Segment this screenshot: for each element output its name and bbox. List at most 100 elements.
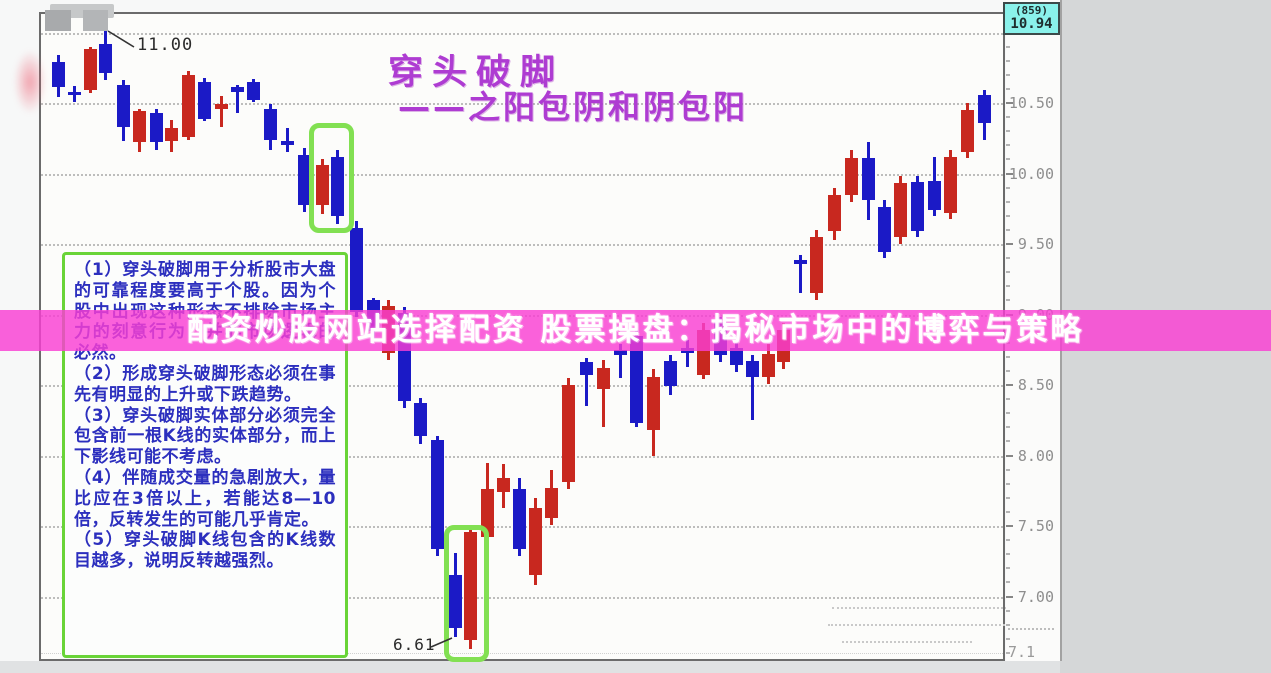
axis-tick [1006,271,1010,273]
candle-body [281,141,294,145]
gridline [41,103,1003,105]
candle-body [117,85,130,127]
candle-body [481,489,494,537]
axis-label: 8.50 [1017,376,1054,394]
candle-body [182,75,195,137]
axis-tick [1006,215,1010,217]
axis-tick [1006,638,1010,640]
candle-body [894,183,907,237]
axis-tick [1006,201,1010,203]
axis-tick [1006,525,1013,527]
candle-body [878,207,891,252]
candle-body [862,158,875,200]
axis-tick [1006,497,1010,499]
candle-wick [686,340,689,367]
candle-body [298,155,311,205]
axis-tick [1006,455,1013,457]
chart-title-line1: 穿头破脚 [388,53,565,93]
axis-label: 10.00 [1008,165,1054,183]
axis-tick [1006,624,1010,626]
candle-body [231,87,244,92]
candle-body [431,440,444,549]
axis-tick [1006,130,1010,132]
axis-faint-dots [1008,628,1054,630]
candle-wick [236,85,239,113]
axis-tick [1006,144,1010,146]
candle-body [449,575,462,628]
axis-tick [1006,173,1013,175]
note-item-5: （5）穿头破脚K线包含的K线数目越多，说明反转越强烈。 [74,530,336,572]
axis-tick [1006,243,1013,245]
axis-tick [1006,116,1010,118]
gridline-low [41,653,1003,654]
high-price-callout: 11.00 [137,35,194,55]
candle-body [828,195,841,231]
axis-tick [1006,102,1013,104]
candle-body [331,157,344,216]
candle-wick [619,344,622,378]
faint-watermark-dots [842,641,972,643]
candle-body [464,532,477,640]
last-price-value: 10.94 [1010,16,1053,32]
axis-tick [1006,46,1010,48]
axis-label: 9.50 [1017,235,1054,253]
candle-body [562,385,575,482]
axis-tick [1006,539,1010,541]
axis-tick [1006,299,1010,301]
low-price-callout: 6.61 [393,635,436,654]
axis-tick [1006,440,1010,442]
candle-body [928,181,941,210]
axis-tick [1006,610,1010,612]
axis-tick [1006,370,1010,372]
axis-tick [1006,285,1010,287]
axis-tick [1006,426,1010,428]
gridline [41,174,1003,176]
candle-body [529,508,542,575]
axis-tick [1006,469,1010,471]
axis-label: 10.50 [1008,94,1054,112]
last-price-quote-box: (859) 10.94 [1003,2,1060,35]
candle-wick [602,360,605,427]
axis-tick [1006,187,1010,189]
candle-wick [286,128,289,152]
candle-body [664,361,677,386]
bottom-gray-margin [0,661,1060,673]
axis-tick [1006,511,1010,513]
candle-body [746,361,759,377]
candle-body [730,348,743,365]
candle-body [580,362,593,375]
gridline [41,456,1003,458]
axis-tick [1006,652,1010,654]
candle-body [52,62,65,87]
gridline [41,597,1003,599]
candle-wick [220,96,223,127]
axis-tick [1006,581,1010,583]
candle-body [99,44,112,73]
logo-watermark-block-left [45,10,71,31]
axis-tick [1006,158,1010,160]
axis-label: 8.00 [1017,447,1054,465]
logo-watermark-block-right [83,10,108,31]
gridline [41,244,1003,246]
pink-smudge-artifact [14,50,46,114]
axis-tick [1006,567,1010,569]
candle-body [978,95,991,123]
candle-body [316,165,329,205]
candle-body [133,111,146,142]
engulfing-highlight-box-bottom [444,525,489,662]
candle-body [911,182,924,231]
axis-tick [1006,398,1010,400]
candle-body [545,488,558,518]
note-item-4: （4）伴随成交量的急剧放大，量比应在3倍以上，若能达8—10倍，反转发生的可能几… [74,467,336,530]
note-item-3: （3）穿头破脚实体部分必须完全包含前一根K线的实体部分，而上下影线可能不考虑。 [74,405,336,468]
axis-tick [1006,596,1013,598]
candle-body [68,92,81,95]
candle-body [845,158,858,195]
candle-body [215,104,228,109]
candle-body [198,82,211,119]
candle-body [247,82,260,100]
chart-title-line2: ——之阳包阴和阴包阳 [398,88,749,126]
axis-label: 7.50 [1017,517,1054,535]
candle-body [150,113,163,142]
